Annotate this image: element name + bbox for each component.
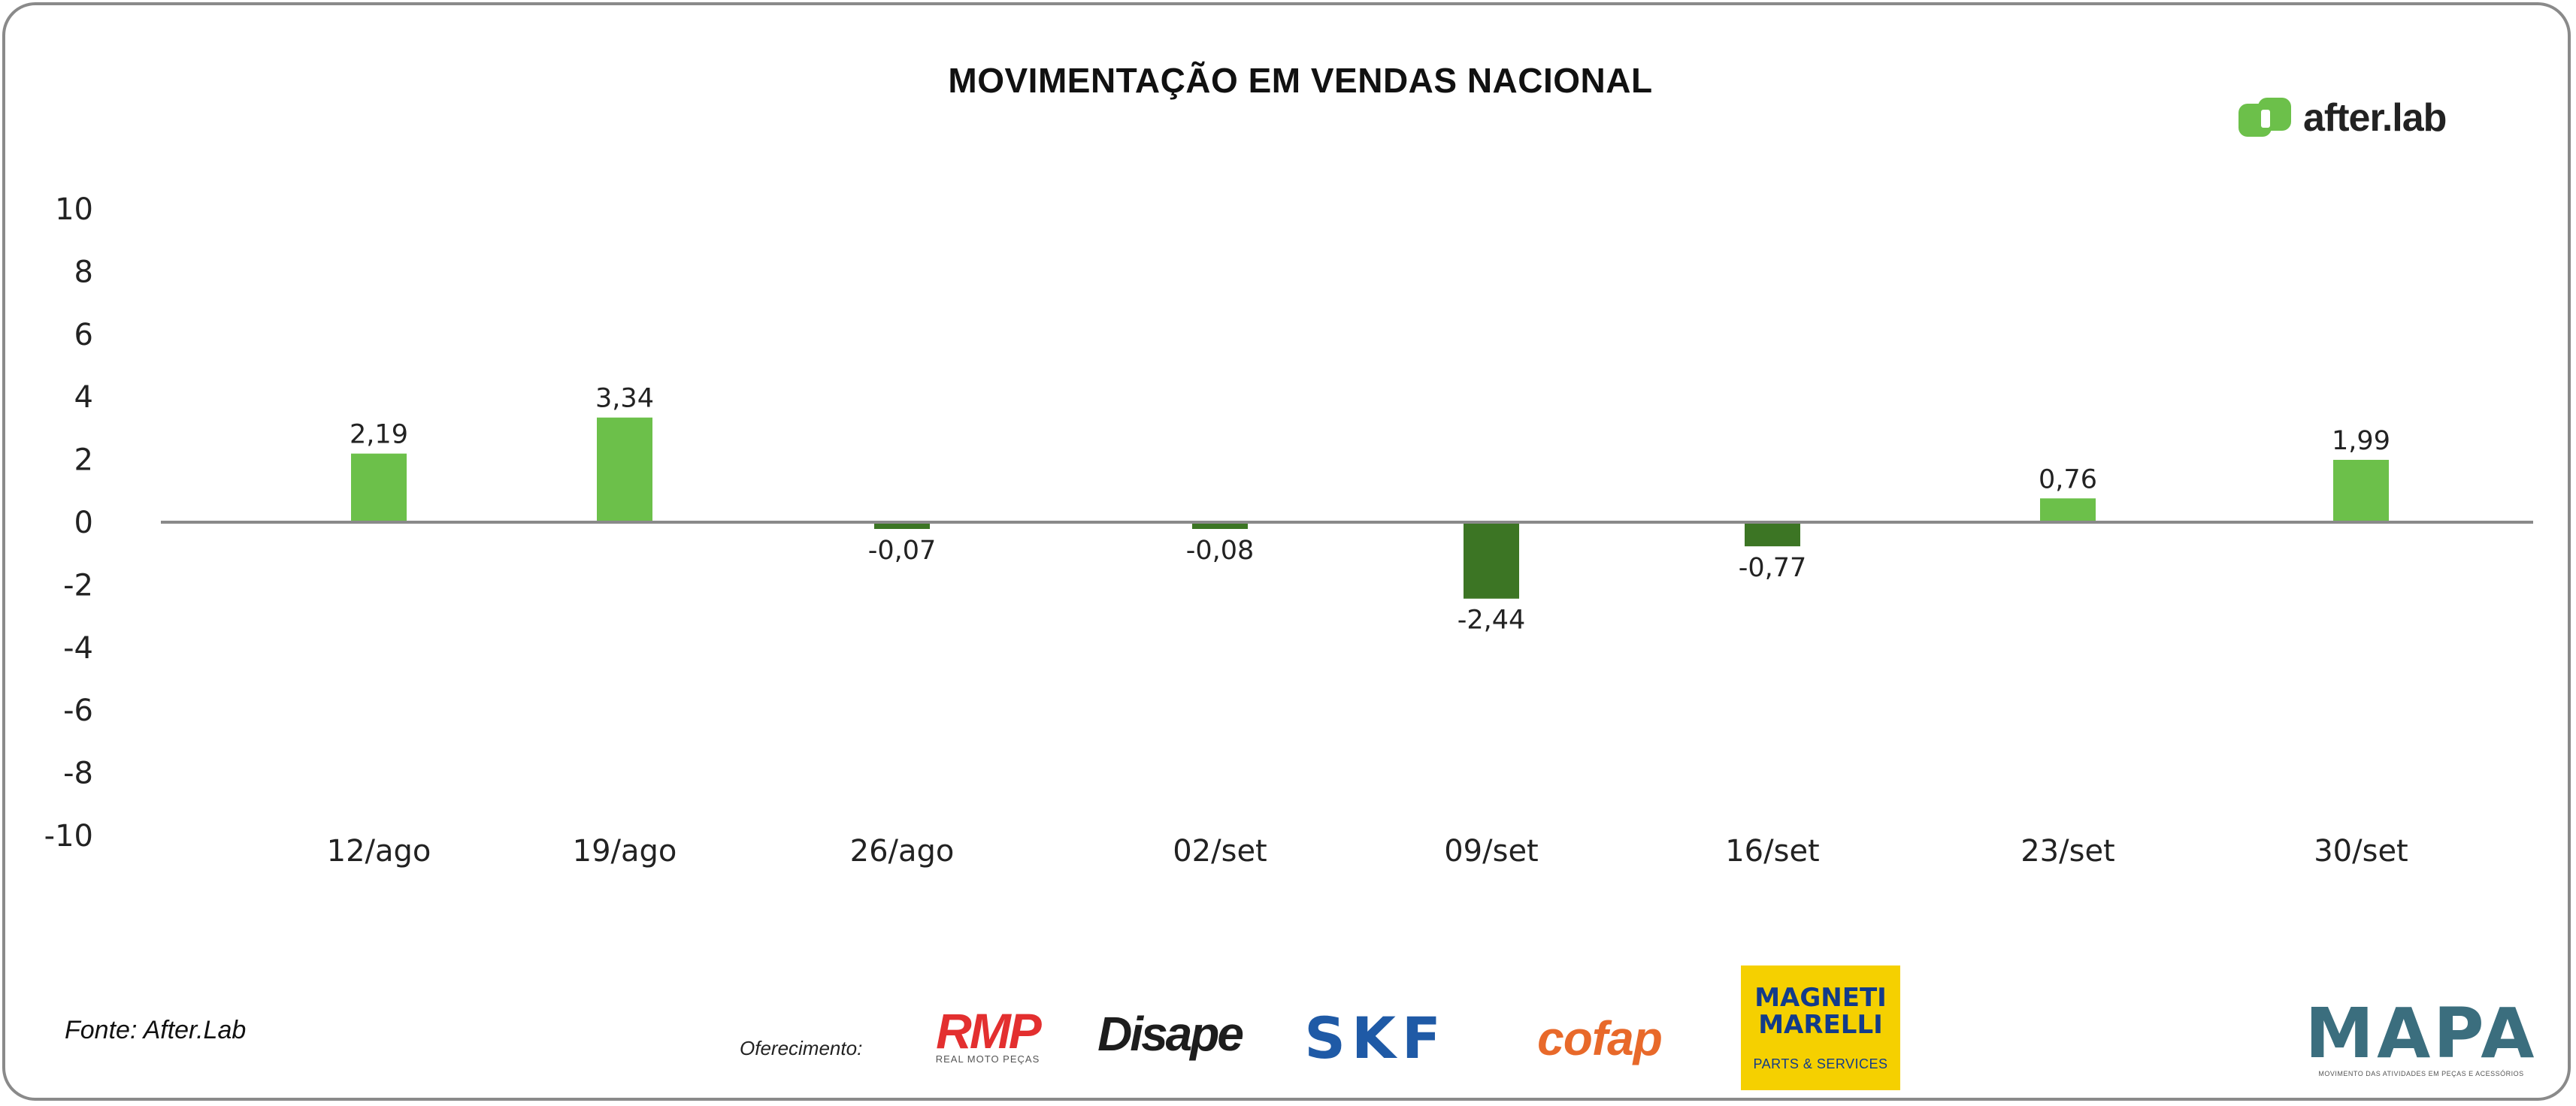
skf-logo: SKF bbox=[1279, 1005, 1472, 1071]
y-tick-label: -6 bbox=[63, 694, 93, 728]
cofap-logo-name: cofap bbox=[1537, 1011, 1663, 1065]
rmp-logo: RMP REAL MOTO PEÇAS bbox=[920, 1002, 1055, 1065]
disape-logo-name: Disape bbox=[1097, 1007, 1244, 1061]
skf-logo-name: SKF bbox=[1304, 1004, 1447, 1071]
y-axis-ticks: 10 8 6 4 2 0 -2 -4 -6 -8 -10 bbox=[44, 192, 93, 854]
y-tick-label: 4 bbox=[74, 380, 93, 415]
bar bbox=[1745, 522, 1800, 547]
x-axis-categories: 12/ago 19/ago 26/ago 02/set 09/set 16/set 23/s… bbox=[327, 834, 2408, 869]
data-label: -2,44 bbox=[1458, 606, 1526, 636]
y-tick-label: 0 bbox=[74, 506, 93, 540]
bars bbox=[351, 417, 2389, 599]
source-note: Fonte: After.Lab bbox=[65, 1016, 247, 1044]
y-tick-label: 2 bbox=[74, 443, 93, 478]
disape-logo: Disape bbox=[1079, 1004, 1260, 1064]
x-category-label: 26/ago bbox=[850, 834, 955, 869]
mapa-logo-tagline: MOVIMENTO DAS ATIVIDADES EM PEÇAS E ACES… bbox=[2318, 1070, 2524, 1077]
bar bbox=[2040, 498, 2096, 522]
mapa-logo-name: MAPA bbox=[2305, 993, 2538, 1074]
sponsor-label: Oferecimento: bbox=[740, 1037, 863, 1059]
data-label: 2,19 bbox=[350, 420, 408, 450]
bar bbox=[597, 417, 652, 522]
y-tick-label: 8 bbox=[74, 255, 93, 289]
rmp-logo-tagline: REAL MOTO PEÇAS bbox=[935, 1053, 1040, 1065]
data-label: -0,08 bbox=[1186, 536, 1255, 566]
data-label: -0,07 bbox=[868, 536, 937, 566]
bar-chart: 10 8 6 4 2 0 -2 -4 -6 -8 -10 2,19 3,34 -0,07 -0,08 -2,… bbox=[44, 192, 2533, 869]
magneti-logo-line1: MAGNETI bbox=[1754, 982, 1887, 1013]
afterlab-logo-icon bbox=[2238, 98, 2291, 137]
data-label: 3,34 bbox=[595, 384, 654, 414]
afterlab-name: after.lab bbox=[2303, 96, 2447, 140]
bar bbox=[2333, 460, 2389, 522]
chart-title: MOVIMENTAÇÃO EM VENDAS NACIONAL bbox=[948, 61, 1653, 100]
x-category-label: 30/set bbox=[2314, 834, 2408, 869]
data-label: 0,76 bbox=[2039, 464, 2097, 494]
y-tick-label: -4 bbox=[63, 631, 93, 666]
x-category-label: 09/set bbox=[1444, 834, 1539, 869]
x-category-label: 02/set bbox=[1173, 834, 1267, 869]
bar bbox=[1192, 522, 1248, 529]
x-category-label: 19/ago bbox=[573, 834, 677, 869]
bar bbox=[1464, 522, 1519, 599]
afterlab-brand: after.lab bbox=[2238, 93, 2447, 143]
mapa-logo: MAPA MOVIMENTO DAS ATIVIDADES EM PEÇAS E… bbox=[2305, 998, 2535, 1080]
data-labels: 2,19 3,34 -0,07 -0,08 -2,44 -0,77 0,76 1,99 bbox=[350, 384, 2390, 636]
x-category-label: 23/set bbox=[2021, 834, 2115, 869]
magneti-logo-line2: MARELLI bbox=[1758, 1009, 1883, 1040]
rmp-logo-name: RMP bbox=[936, 1002, 1042, 1059]
cofap-logo: cofap bbox=[1487, 1010, 1712, 1067]
y-tick-label: -2 bbox=[63, 568, 93, 603]
data-label: 1,99 bbox=[2332, 426, 2390, 456]
y-tick-label: -8 bbox=[63, 757, 93, 791]
bar bbox=[874, 522, 930, 529]
x-category-label: 12/ago bbox=[327, 834, 431, 869]
x-category-label: 16/set bbox=[1725, 834, 1820, 869]
data-label: -0,77 bbox=[1739, 553, 1807, 583]
magneti-logo-tagline: PARTS & SERVICES bbox=[1753, 1056, 1888, 1071]
y-tick-label: 6 bbox=[74, 318, 93, 352]
y-tick-label: -10 bbox=[44, 819, 93, 854]
magneti-marelli-logo: MAGNETI MARELLI PARTS & SERVICES bbox=[1741, 965, 1900, 1090]
y-tick-label: 10 bbox=[55, 192, 93, 227]
bar bbox=[351, 453, 407, 522]
